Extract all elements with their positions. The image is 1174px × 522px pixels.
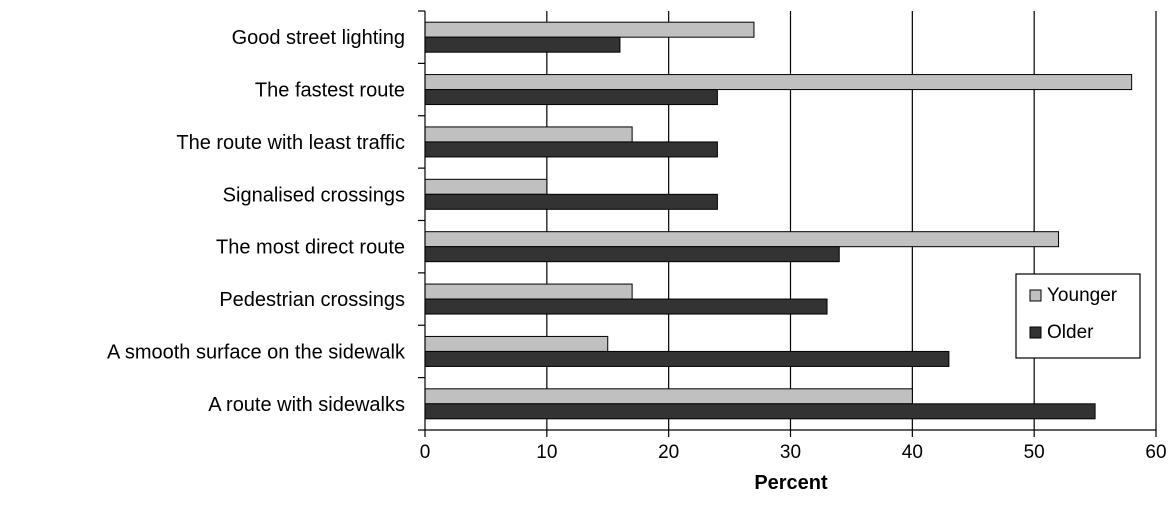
category-label: A route with sidewalks: [208, 394, 405, 416]
bar-younger: [424, 388, 913, 405]
category-label: A smooth surface on the sidewalk: [107, 341, 406, 363]
x-tick-label: 60: [1145, 442, 1166, 463]
legend-label-older: Older: [1047, 322, 1094, 343]
bar-younger: [424, 335, 609, 352]
legend-swatch-older: [1029, 326, 1042, 339]
category-labels: Good street lighting The fastest route The…: [107, 27, 406, 416]
bar-younger: [424, 21, 755, 38]
category-label: Pedestrian crossings: [219, 289, 405, 311]
bar-younger: [424, 283, 633, 300]
legend-box: [1015, 273, 1141, 359]
tick-labels: 0 10 20 30 40 50 60: [420, 442, 1167, 463]
bar-younger: [424, 178, 548, 195]
bars: [424, 21, 1133, 420]
category-label: The route with least traffic: [176, 132, 405, 154]
bar-younger: [424, 231, 1060, 248]
bar-younger: [424, 74, 1133, 91]
x-tick-label: 40: [902, 442, 923, 463]
bar-older: [424, 298, 828, 315]
category-label: The fastest route: [255, 80, 405, 102]
bar-older: [424, 141, 718, 158]
bar-older: [424, 246, 840, 263]
bar-older: [424, 350, 950, 367]
x-tick-label: 0: [420, 442, 431, 463]
x-tick-label: 10: [536, 442, 557, 463]
bar-older: [424, 193, 718, 210]
gridlines: [546, 11, 1157, 430]
legend-swatch-younger: [1029, 289, 1042, 302]
category-label: Good street lighting: [232, 27, 405, 49]
x-tick-label: 20: [658, 442, 679, 463]
axes: [418, 10, 1157, 437]
bar-older: [424, 36, 621, 53]
category-label: The most direct route: [216, 237, 405, 259]
x-axis-title: Percent: [754, 472, 828, 494]
bar-older: [424, 89, 718, 106]
bar-older: [424, 403, 1096, 420]
category-label: Signalised crossings: [223, 184, 405, 206]
bar-younger: [424, 126, 633, 143]
x-tick-label: 30: [780, 442, 801, 463]
legend-label-younger: Younger: [1047, 285, 1118, 306]
x-tick-label: 50: [1024, 442, 1045, 463]
legend: Younger Older: [1015, 273, 1141, 359]
